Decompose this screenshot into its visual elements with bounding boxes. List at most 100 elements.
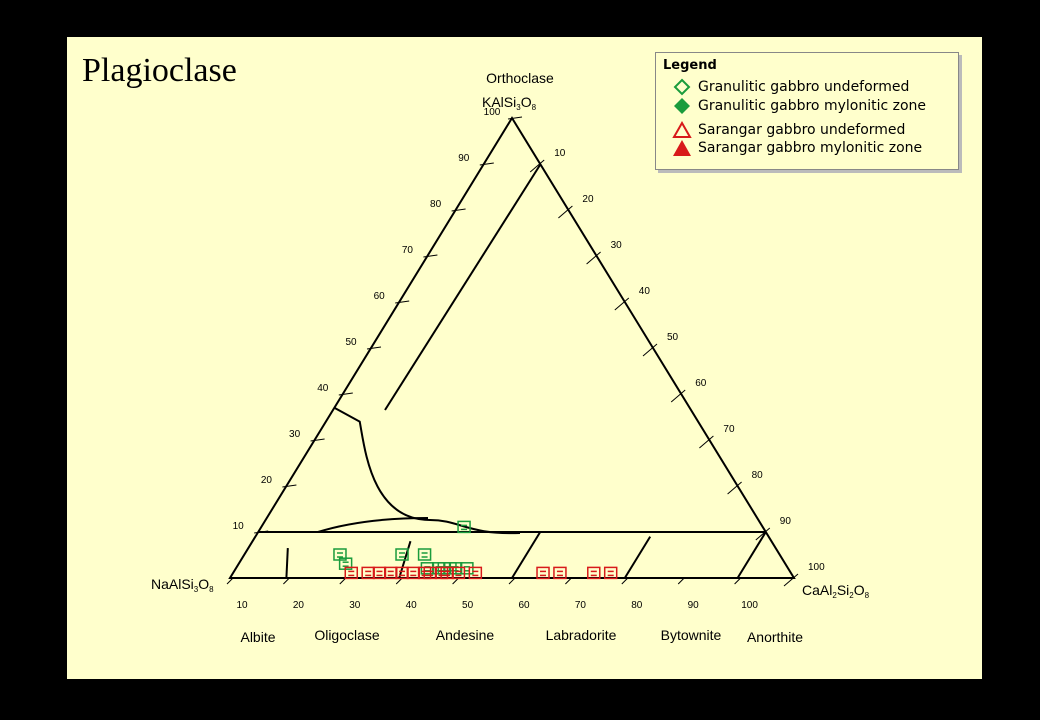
tick-label-left: 90 <box>458 153 470 164</box>
tick-right <box>586 251 601 265</box>
tick-label-bottom: 90 <box>688 600 700 611</box>
tick-right <box>558 205 573 219</box>
field-divider <box>285 548 289 579</box>
legend-item-granulitic-undeformed: Granulitic gabbro undeformed <box>672 78 909 96</box>
solvus-curve <box>333 406 521 535</box>
tick-left <box>282 484 297 488</box>
filled-diamond-icon <box>674 98 690 114</box>
albite-formula: NaAlSi3O8 <box>151 576 214 594</box>
tick-label-left: 80 <box>430 199 442 210</box>
tick-label-bottom: 70 <box>575 600 587 611</box>
tick-label-left: 10 <box>233 521 245 532</box>
field-label-albite: Albite <box>240 629 275 645</box>
tick-bottom <box>226 577 234 585</box>
tick-bottom <box>508 577 516 585</box>
orthoclase-label: Orthoclase <box>486 70 554 86</box>
tick-bottom <box>565 577 572 585</box>
tick-label-right: 10 <box>554 148 566 159</box>
tick-right <box>755 527 771 541</box>
red-data-point <box>344 566 359 580</box>
tick-label-left: 50 <box>345 337 357 348</box>
legend-title: Legend <box>663 58 717 73</box>
tick-label-bottom: 50 <box>462 600 474 611</box>
tick-label-left: 20 <box>261 475 273 486</box>
field-divider <box>736 531 767 579</box>
triangle-frame <box>228 116 796 579</box>
red-data-point <box>603 566 618 580</box>
red-data-point <box>587 566 601 580</box>
legend-item-sarangar-undeformed: Sarangar gabbro undeformed <box>672 121 905 139</box>
tick-right <box>783 573 799 587</box>
tick-label-left: 60 <box>374 291 386 302</box>
tick-label-right: 70 <box>723 424 735 435</box>
green-data-point <box>395 548 409 561</box>
field-divider <box>623 536 652 579</box>
tick-left <box>507 116 523 120</box>
legend-label: Sarangar gabbro undeformed <box>698 122 906 138</box>
tick-label-right: 80 <box>752 470 764 481</box>
green-data-point <box>457 520 471 534</box>
tick-right <box>670 389 686 403</box>
axis-labels: 10 10 100 20 20 90 30 30 80 40 40 70 50 50 60 60 60 50 70 7… <box>151 70 870 645</box>
tick-label-right: 100 <box>808 562 825 573</box>
tick-label-right: 60 <box>695 378 707 389</box>
tick-left <box>479 162 494 166</box>
tick-label-left: 30 <box>289 429 301 440</box>
tick-label-bottom: 60 <box>518 600 530 611</box>
red-data-point <box>468 566 483 580</box>
tick-left <box>451 208 466 212</box>
red-data-point <box>536 566 550 580</box>
legend-label: Granulitic gabbro undeformed <box>698 79 910 95</box>
tick-bottom <box>283 577 290 585</box>
tick-left <box>395 300 410 304</box>
tick-left <box>423 254 438 258</box>
green-data-point <box>417 548 432 561</box>
chart-title: Plagioclase <box>82 52 237 89</box>
tick-label-bottom: 10 <box>236 600 248 611</box>
tick-right <box>614 297 630 311</box>
filled-triangle-icon <box>673 140 691 156</box>
red-data-point <box>406 566 421 580</box>
legend: Legend Granulitic gabbro undeformed Gran… <box>655 52 959 170</box>
red-data-point <box>383 566 398 580</box>
tick-label-right: 50 <box>667 332 679 343</box>
red-data-point <box>361 566 375 580</box>
field-divider <box>511 531 542 579</box>
tick-bottom <box>734 577 741 585</box>
legend-item-sarangar-mylonitic: Sarangar gabbro mylonitic zone <box>672 139 922 157</box>
field-boundaries <box>258 164 767 579</box>
legend-label: Sarangar gabbro mylonitic zone <box>698 140 923 156</box>
or-boundary <box>384 164 541 411</box>
field-label-oligoclase: Oligoclase <box>314 627 380 643</box>
tick-label-bottom: 30 <box>349 600 361 611</box>
tick-label-right: 90 <box>780 516 792 527</box>
green-data-point <box>460 562 474 575</box>
field-label-labradorite: Labradorite <box>546 627 617 643</box>
tick-label-bottom: 100 <box>741 600 758 611</box>
field-label-anorthite: Anorthite <box>747 629 803 645</box>
tick-left <box>310 438 325 442</box>
tick-label-bottom: 20 <box>293 600 305 611</box>
tick-bottom <box>621 577 629 585</box>
orthoclase-formula: KAlSi3O8 <box>482 94 537 112</box>
tick-left <box>254 530 269 534</box>
alkali-boundary <box>317 517 429 533</box>
tick-label-left: 70 <box>402 245 414 256</box>
tick-marks <box>226 116 799 587</box>
data-points <box>333 520 618 580</box>
open-diamond-icon <box>673 78 691 96</box>
tick-bottom <box>677 577 685 585</box>
open-triangle-icon <box>672 121 692 138</box>
triangle-outline <box>228 116 796 579</box>
red-data-point <box>553 566 567 580</box>
legend-label: Granulitic gabbro mylonitic zone <box>698 98 927 114</box>
tick-label-bottom: 40 <box>406 600 418 611</box>
tick-label-left: 40 <box>317 383 329 394</box>
field-label-andesine: Andesine <box>436 627 495 643</box>
tick-left <box>366 346 382 350</box>
tick-label-right: 40 <box>639 286 651 297</box>
legend-item-granulitic-mylonitic: Granulitic gabbro mylonitic zone <box>672 97 926 115</box>
tick-label-right: 20 <box>582 194 594 205</box>
tick-label-bottom: 80 <box>631 600 643 611</box>
